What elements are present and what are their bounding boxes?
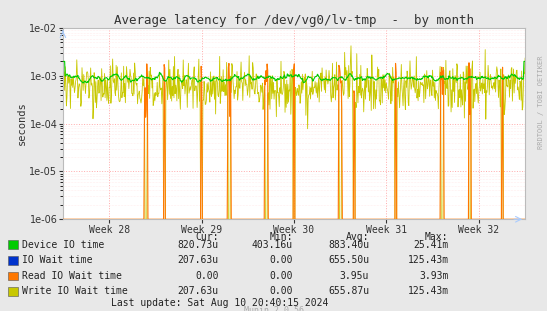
Text: 0.00: 0.00 bbox=[269, 271, 293, 281]
Text: Last update: Sat Aug 10 20:40:15 2024: Last update: Sat Aug 10 20:40:15 2024 bbox=[111, 298, 328, 308]
Text: 25.41m: 25.41m bbox=[414, 240, 449, 250]
Text: 820.73u: 820.73u bbox=[178, 240, 219, 250]
Text: Read IO Wait time: Read IO Wait time bbox=[22, 271, 123, 281]
Text: IO Wait time: IO Wait time bbox=[22, 255, 93, 265]
Text: 125.43m: 125.43m bbox=[408, 255, 449, 265]
Text: 125.43m: 125.43m bbox=[408, 286, 449, 296]
Text: 655.50u: 655.50u bbox=[328, 255, 369, 265]
Text: Write IO Wait time: Write IO Wait time bbox=[22, 286, 128, 296]
Text: Avg:: Avg: bbox=[346, 232, 369, 242]
Text: 207.63u: 207.63u bbox=[178, 255, 219, 265]
Y-axis label: seconds: seconds bbox=[16, 102, 27, 146]
Text: 3.93m: 3.93m bbox=[419, 271, 449, 281]
Text: 0.00: 0.00 bbox=[195, 271, 219, 281]
Text: 403.16u: 403.16u bbox=[252, 240, 293, 250]
Text: Max:: Max: bbox=[425, 232, 449, 242]
Title: Average latency for /dev/vg0/lv-tmp  -  by month: Average latency for /dev/vg0/lv-tmp - by… bbox=[114, 14, 474, 27]
Text: Device IO time: Device IO time bbox=[22, 240, 104, 250]
Text: RRDTOOL / TOBI OETIKER: RRDTOOL / TOBI OETIKER bbox=[538, 56, 544, 150]
Text: Munin 2.0.56: Munin 2.0.56 bbox=[243, 306, 304, 311]
Text: Min:: Min: bbox=[269, 232, 293, 242]
Text: 655.87u: 655.87u bbox=[328, 286, 369, 296]
Text: 3.95u: 3.95u bbox=[340, 271, 369, 281]
Text: 207.63u: 207.63u bbox=[178, 286, 219, 296]
Text: 0.00: 0.00 bbox=[269, 255, 293, 265]
Text: 0.00: 0.00 bbox=[269, 286, 293, 296]
Text: 883.40u: 883.40u bbox=[328, 240, 369, 250]
Text: Cur:: Cur: bbox=[195, 232, 219, 242]
